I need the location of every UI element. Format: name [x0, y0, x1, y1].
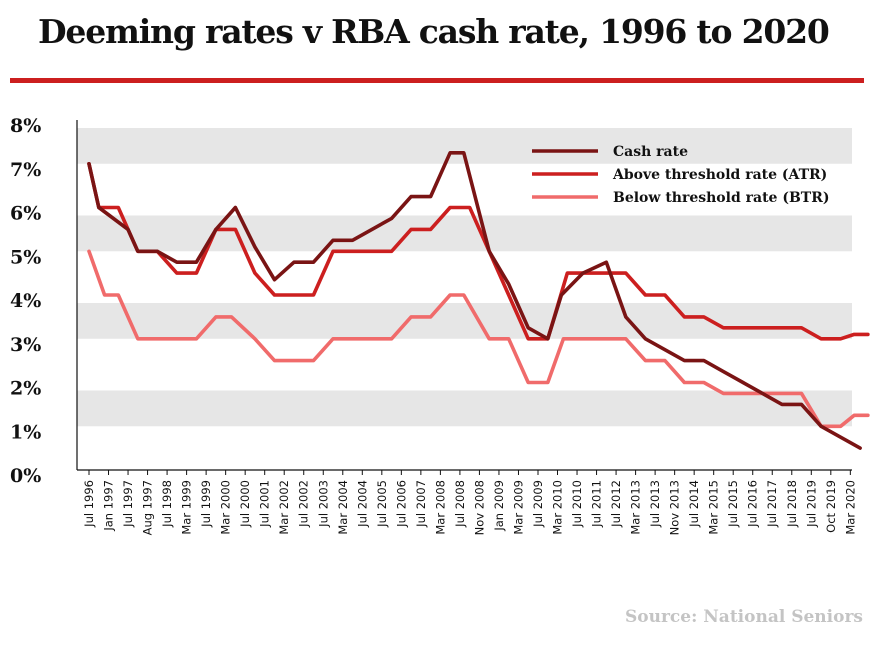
- x-tick-label: Jul 2012: [609, 480, 623, 528]
- x-tick-label: Jul 2009: [531, 480, 545, 528]
- series-line-below-threshold-rate-btr: [87, 249, 870, 429]
- y-tick-label: 5%: [10, 246, 41, 268]
- x-tick-label: Jul 2008: [453, 480, 467, 528]
- x-tick-label: Mar 2008: [433, 480, 447, 535]
- x-tick-label: Mar 2009: [511, 480, 525, 535]
- x-tick-label: Mar 2002: [277, 480, 291, 535]
- x-tick-label: Jul 1997: [121, 480, 135, 528]
- x-tick-label: Oct 2019: [824, 480, 838, 533]
- x-tick-label: Mar 2015: [707, 480, 721, 535]
- legend-label: Above threshold rate (ATR): [612, 167, 827, 183]
- grid-band: [77, 215, 852, 252]
- x-tick-label: Jul 1998: [160, 480, 174, 528]
- legend-label: Cash rate: [613, 144, 688, 160]
- y-tick-label: 1%: [10, 421, 41, 443]
- x-tick-label: Mar 1999: [180, 480, 194, 535]
- y-tick-label: 7%: [10, 159, 41, 181]
- x-tick-label: Jul 2018: [785, 480, 799, 528]
- y-tick-label: 8%: [10, 115, 41, 137]
- source-note: Source: National Seniors: [624, 607, 863, 627]
- x-axis-ticks: Jul 1996 Jan 1997 Jul 1997 Aug 1997 Jul 1998…: [82, 470, 857, 535]
- series-line-above-threshold-rate-atr: [87, 162, 870, 341]
- y-tick-label: 6%: [10, 203, 41, 225]
- grid-band: [77, 303, 852, 339]
- y-tick-label: 0%: [10, 465, 41, 487]
- x-tick-label: Jul 2010: [570, 480, 584, 528]
- legend: Cash rate Above threshold rate (ATR) Below…: [532, 144, 829, 206]
- x-tick-label: Jul 2017: [765, 480, 779, 528]
- chart-title: Deeming rates v RBA cash rate, 1996 to 2…: [38, 12, 830, 51]
- x-tick-label: Nov 2013: [668, 480, 682, 535]
- x-tick-label: Jul 1996: [82, 480, 96, 528]
- x-tick-label: Jan 2009: [492, 480, 506, 532]
- x-tick-label: Mar 2010: [551, 480, 565, 535]
- x-tick-label: Mar 2020: [843, 480, 857, 535]
- y-tick-label: 2%: [10, 378, 41, 400]
- x-tick-label: Jan 1997: [102, 480, 116, 532]
- grid-band: [77, 390, 852, 427]
- x-tick-label: Jul 2001: [258, 480, 272, 528]
- x-tick-label: Jul 2016: [746, 480, 760, 528]
- x-tick-label: Jul 2006: [394, 480, 408, 528]
- x-tick-label: Aug 1997: [141, 480, 155, 535]
- x-tick-label: Jul 2019: [804, 480, 818, 528]
- x-tick-label: Mar 2013: [629, 480, 643, 535]
- x-tick-label: Jul 2003: [316, 480, 330, 528]
- series-lines: [87, 151, 870, 450]
- x-tick-label: Jul 2005: [375, 480, 389, 528]
- series-line-cash-rate: [87, 151, 862, 450]
- x-tick-label: Jul 2007: [414, 480, 428, 528]
- y-tick-label: 3%: [10, 334, 41, 356]
- x-tick-label: Jul 2015: [726, 480, 740, 528]
- y-axis-ticks: 0% 1% 2% 3% 4% 5% 6% 7% 8%: [10, 115, 41, 487]
- axes: [76, 120, 852, 471]
- x-tick-label: Mar 2004: [336, 480, 350, 535]
- x-tick-label: Jul 1999: [199, 480, 213, 528]
- x-tick-label: Jul 2011: [590, 480, 604, 528]
- x-tick-label: Jul 2004: [355, 480, 369, 528]
- x-tick-label: Jul 2013: [648, 480, 662, 528]
- legend-label: Below threshold rate (BTR): [613, 190, 829, 206]
- y-tick-label: 4%: [10, 290, 41, 312]
- title-underline: [10, 78, 864, 83]
- x-tick-label: Jul 2014: [687, 480, 701, 528]
- x-tick-label: Jul 2002: [297, 480, 311, 528]
- x-tick-label: Mar 2000: [219, 480, 233, 535]
- x-tick-label: Jul 2000: [238, 480, 252, 528]
- x-tick-label: Nov 2008: [472, 480, 486, 535]
